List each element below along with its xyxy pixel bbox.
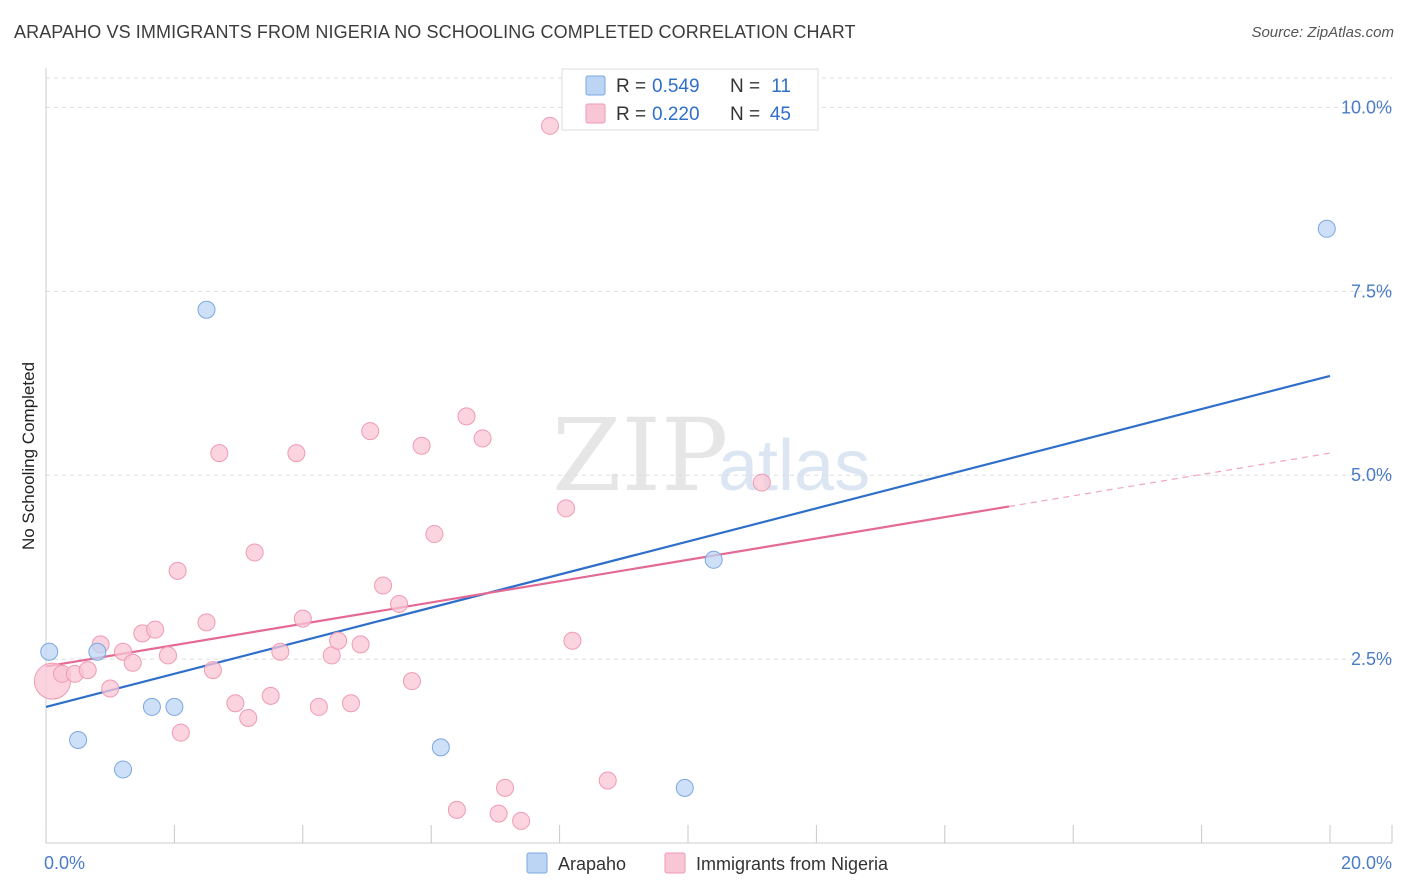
point-nigeria [287, 444, 306, 463]
point-arapaho [40, 642, 59, 661]
legend-label-arapaho: Arapaho [558, 854, 626, 874]
point-arapaho [704, 550, 723, 569]
trend-line-nigeria [45, 505, 1010, 668]
y-tick-label: 2.5% [1351, 649, 1392, 669]
legend-bottom: Arapaho Immigrants from Nigeria [526, 852, 889, 874]
legend-n-value: 45 [770, 104, 791, 125]
tick-labels: 2.5% 5.0% 7.5% 10.0% 0.0% 20.0% [44, 97, 1392, 873]
point-nigeria [752, 473, 771, 492]
point-arapaho [114, 760, 133, 779]
data-points [33, 116, 1336, 830]
legend-r-label: R = [616, 76, 646, 97]
x-tick-label: 20.0% [1341, 853, 1392, 873]
point-nigeria [239, 708, 258, 727]
point-nigeria [329, 631, 348, 650]
point-nigeria [158, 646, 177, 665]
legend-n-value: 11 [771, 76, 791, 97]
legend-n-label: N = [730, 76, 760, 97]
point-nigeria [496, 778, 515, 797]
legend-swatch-arapaho [526, 852, 548, 874]
point-nigeria [374, 576, 393, 595]
point-nigeria [489, 804, 508, 823]
point-nigeria [598, 771, 617, 790]
point-arapaho [675, 778, 694, 797]
point-nigeria [512, 811, 531, 830]
point-nigeria [341, 694, 360, 713]
trend-line-arapaho [45, 374, 1331, 708]
point-nigeria [447, 800, 466, 819]
point-arapaho [88, 642, 107, 661]
point-arapaho [197, 300, 216, 319]
point-nigeria [171, 723, 190, 742]
point-nigeria [563, 631, 582, 650]
point-nigeria [557, 499, 576, 518]
point-arapaho [69, 731, 88, 750]
point-nigeria [197, 613, 216, 632]
point-arapaho [165, 697, 184, 716]
point-nigeria [361, 422, 380, 441]
point-nigeria [78, 661, 97, 680]
point-nigeria [412, 436, 431, 455]
legend-top: R = 0.549 N = 11 R = 0.220 N = 45 [561, 68, 819, 131]
point-nigeria [540, 116, 559, 135]
axes [45, 68, 1393, 844]
legend-swatch-arapaho [585, 75, 606, 96]
point-nigeria [123, 653, 142, 672]
point-nigeria [457, 407, 476, 426]
trend-lines [45, 374, 1331, 708]
watermark-atlas: atlas [718, 426, 870, 506]
chart-title: ARAPAHO VS IMMIGRANTS FROM NIGERIA NO SC… [14, 22, 856, 42]
legend-swatch-nigeria [664, 852, 686, 874]
point-nigeria [425, 525, 444, 544]
y-tick-label: 7.5% [1351, 281, 1392, 301]
x-tick-label: 0.0% [44, 853, 85, 873]
point-arapaho [431, 738, 450, 757]
legend-label-nigeria: Immigrants from Nigeria [696, 854, 889, 874]
legend-swatch-nigeria [585, 103, 606, 124]
point-nigeria [271, 642, 290, 661]
point-nigeria [293, 609, 312, 628]
legend-r-label: R = [616, 104, 646, 125]
point-nigeria [261, 686, 280, 705]
watermark: ZIP atlas [552, 397, 870, 514]
point-nigeria [203, 661, 222, 680]
point-nigeria [402, 672, 421, 691]
point-nigeria [210, 444, 229, 463]
point-nigeria [351, 635, 370, 654]
point-nigeria [245, 543, 264, 562]
watermark-zip: ZIP [552, 397, 728, 514]
point-nigeria [390, 594, 409, 613]
trend-line-extension-nigeria [1008, 452, 1331, 508]
point-nigeria [101, 679, 120, 698]
point-arapaho [142, 697, 161, 716]
point-nigeria [473, 429, 492, 448]
legend-r-value: 0.220 [652, 104, 700, 125]
y-tick-label: 10.0% [1341, 97, 1392, 117]
y-tick-label: 5.0% [1351, 465, 1392, 485]
point-nigeria [146, 620, 165, 639]
source-label: Source: ZipAtlas.com [1251, 24, 1394, 41]
point-arapaho [1317, 219, 1336, 238]
point-nigeria [309, 697, 328, 716]
grid [46, 77, 1392, 660]
point-nigeria [168, 561, 187, 580]
legend-r-value: 0.549 [652, 76, 700, 97]
legend-n-label: N = [730, 104, 760, 125]
y-axis-label: No Schooling Completed [19, 362, 38, 550]
point-nigeria [226, 694, 245, 713]
